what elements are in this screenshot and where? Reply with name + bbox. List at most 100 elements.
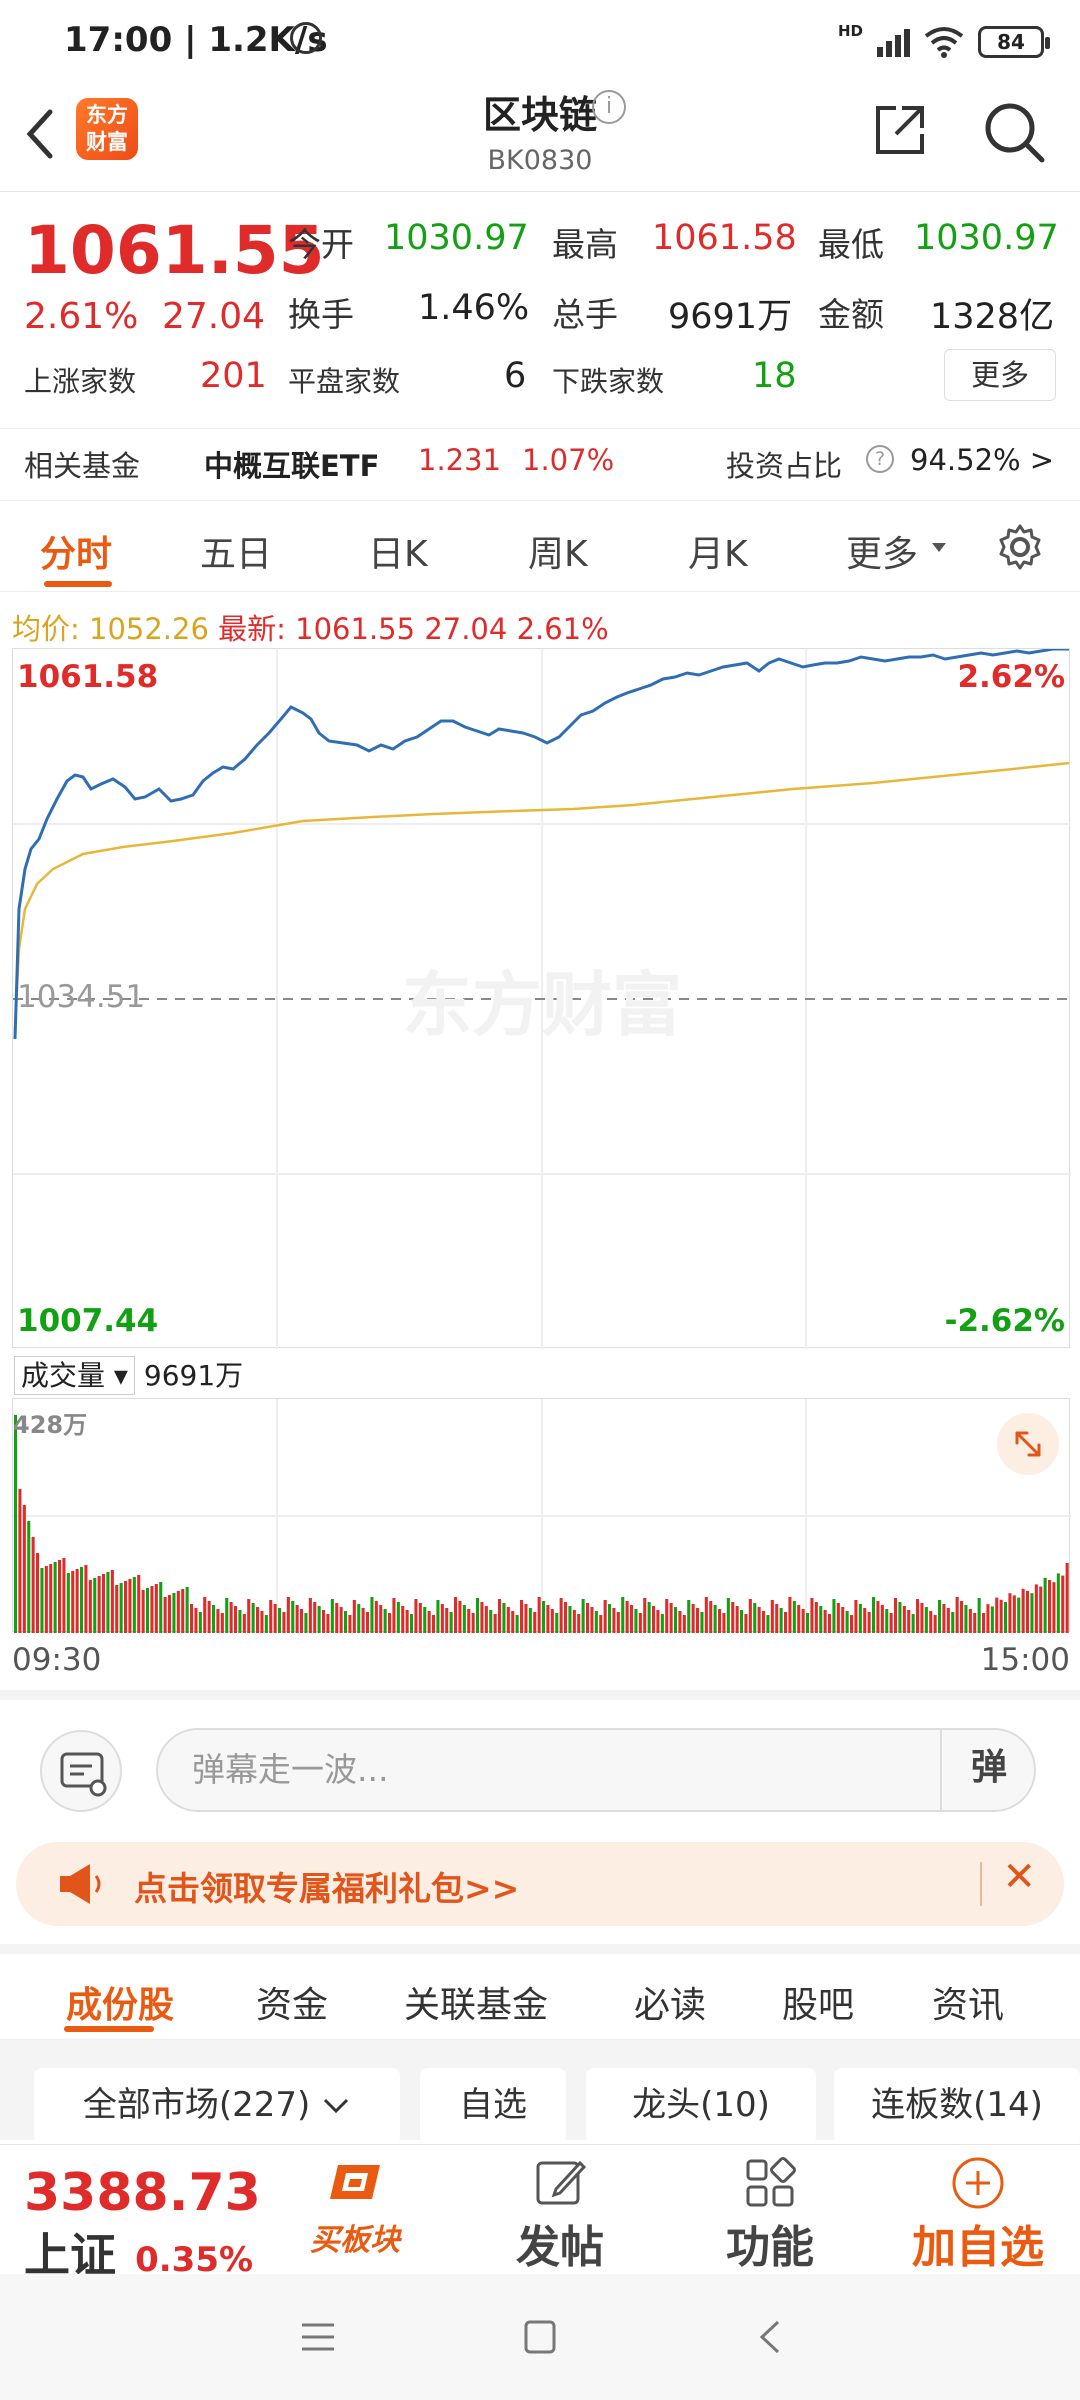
fund-label: 相关基金 xyxy=(24,449,141,483)
volume-bar xyxy=(911,1614,915,1633)
volume-bar xyxy=(119,1583,123,1633)
volume-bar xyxy=(247,1599,251,1633)
tab-news[interactable]: 资讯 xyxy=(932,1985,1005,2026)
volume-label: 总手 xyxy=(552,295,618,334)
last-price: 1061.55 xyxy=(24,212,325,289)
close-icon[interactable]: ✕ xyxy=(1002,1854,1036,1900)
avg-price-line xyxy=(13,761,1070,1030)
volume-bar xyxy=(141,1590,145,1633)
volume-bar xyxy=(44,1566,48,1633)
volume-bar xyxy=(700,1612,704,1633)
edit-icon xyxy=(536,2160,587,2205)
low-value: 1030.97 xyxy=(914,218,1059,258)
volume-bar xyxy=(405,1610,409,1633)
volume-bar xyxy=(828,1614,832,1633)
danmaku-input[interactable]: 弹幕走一波... xyxy=(156,1728,1036,1812)
filter-all-markets[interactable]: 全部市场(227) xyxy=(34,2068,400,2144)
tab-must-read[interactable]: 必读 xyxy=(634,1985,707,2026)
expand-chart-button[interactable] xyxy=(997,1413,1059,1475)
index-ticker[interactable]: 3388.73 上证 0.35% xyxy=(24,2167,261,2285)
intraday-price-chart[interactable]: 东方财富 1061.58 1034.51 1007.44 2.62% -2.62… xyxy=(12,648,1071,1349)
filter-all-markets-label: 全部市场(227) xyxy=(82,2085,311,2125)
post-label: 发帖 xyxy=(516,2222,604,2273)
ratio-value[interactable]: 94.52% > xyxy=(910,443,1055,477)
share-icon[interactable] xyxy=(872,102,928,158)
volume-bar xyxy=(933,1615,937,1633)
active-tab-indicator xyxy=(44,581,112,587)
help-icon[interactable]: ? xyxy=(866,445,894,473)
alarm-icon xyxy=(290,22,322,54)
tab-capital[interactable]: 资金 xyxy=(256,1985,329,2026)
tab-forum[interactable]: 股吧 xyxy=(782,1985,855,2026)
tab-daily-k[interactable]: 日K xyxy=(368,534,428,575)
volume-bar xyxy=(282,1612,286,1633)
volume-bar xyxy=(854,1600,858,1633)
volume-bar xyxy=(797,1605,801,1633)
tab-related-funds[interactable]: 关联基金 xyxy=(404,1985,549,2026)
filter-leaders[interactable]: 龙头(10) xyxy=(586,2068,816,2144)
buy-block-button[interactable]: 买板块 xyxy=(290,2159,420,2259)
volume-bar xyxy=(242,1614,246,1633)
signal-icon xyxy=(877,27,910,57)
tab-monthly-k[interactable]: 月K xyxy=(688,534,748,575)
search-icon[interactable] xyxy=(982,100,1046,164)
grid-icon xyxy=(746,2157,796,2207)
add-watchlist-button[interactable]: 加自选 xyxy=(894,2155,1062,2275)
more-quote-button[interactable]: 更多 xyxy=(944,349,1056,401)
tab-weekly-k[interactable]: 周K xyxy=(528,534,588,575)
volume-bar xyxy=(973,1613,977,1633)
tab-five-day[interactable]: 五日 xyxy=(200,534,273,575)
volume-bar xyxy=(146,1588,150,1633)
volume-bar xyxy=(1039,1586,1043,1633)
volume-bar xyxy=(102,1574,106,1633)
tab-constituents[interactable]: 成份股 xyxy=(66,1985,175,2026)
volume-bar xyxy=(493,1614,497,1633)
promo-text[interactable]: 点击领取专属福利礼包>> xyxy=(134,1869,520,1908)
tab-more[interactable]: 更多 xyxy=(846,534,919,575)
latest-value: 1061.55 xyxy=(295,612,416,646)
volume-bar xyxy=(489,1610,493,1633)
filter-watchlist[interactable]: 自选 xyxy=(420,2068,566,2144)
volume-bar xyxy=(27,1521,31,1633)
volume-bar xyxy=(260,1611,264,1633)
tab-intraday[interactable]: 分时 xyxy=(40,534,113,575)
back-nav-icon[interactable] xyxy=(756,2318,784,2356)
volume-bar xyxy=(357,1604,361,1633)
add-watchlist-label: 加自选 xyxy=(912,2222,1044,2273)
back-icon[interactable] xyxy=(20,106,60,162)
volume-bar xyxy=(621,1597,625,1633)
home-icon[interactable] xyxy=(522,2318,558,2356)
volume-bar xyxy=(722,1613,726,1633)
menu-icon[interactable] xyxy=(298,2320,338,2354)
settings-gear-icon[interactable] xyxy=(996,523,1044,571)
volume-bar xyxy=(907,1610,911,1633)
buy-block-icon xyxy=(330,2165,380,2199)
info-icon[interactable]: i xyxy=(592,90,626,124)
related-fund-row[interactable]: 相关基金 中概互联ETF 1.231 1.07% 投资占比 ? 94.52% > xyxy=(0,428,1080,498)
latest-percent: 2.61% xyxy=(516,612,609,646)
volume-bar xyxy=(216,1609,220,1633)
volume-bar xyxy=(652,1606,656,1633)
volume-bar xyxy=(590,1607,594,1633)
danmaku-toggle-button[interactable]: 弹 xyxy=(940,1728,1036,1812)
volume-bar xyxy=(84,1565,88,1633)
volume-selector[interactable]: 成交量 ▾ xyxy=(14,1356,135,1395)
functions-button[interactable]: 功能 xyxy=(706,2155,834,2275)
volume-bar xyxy=(269,1600,273,1633)
volume-bar xyxy=(572,1610,576,1633)
fund-name[interactable]: 中概互联ETF xyxy=(204,449,380,483)
post-button[interactable]: 发帖 xyxy=(500,2155,620,2275)
filter-streak[interactable]: 连板数(14) xyxy=(834,2068,1080,2144)
volume-bar xyxy=(150,1586,154,1633)
add-circle-icon xyxy=(952,2157,1004,2209)
megaphone-icon xyxy=(60,1864,101,1904)
danmaku-settings-button[interactable] xyxy=(40,1730,122,1812)
sub-tabs: 成份股 资金 关联基金 必读 股吧 资讯 xyxy=(0,1944,1080,2040)
volume-bar xyxy=(819,1606,823,1633)
volume-chart[interactable]: 428万 xyxy=(12,1398,1071,1633)
volume-bar xyxy=(432,1615,436,1633)
promo-banner[interactable]: 点击领取专属福利礼包>> ✕ xyxy=(16,1842,1064,1926)
volume-bar xyxy=(990,1606,994,1633)
volume-bar xyxy=(75,1569,79,1633)
volume-bar xyxy=(753,1603,757,1633)
